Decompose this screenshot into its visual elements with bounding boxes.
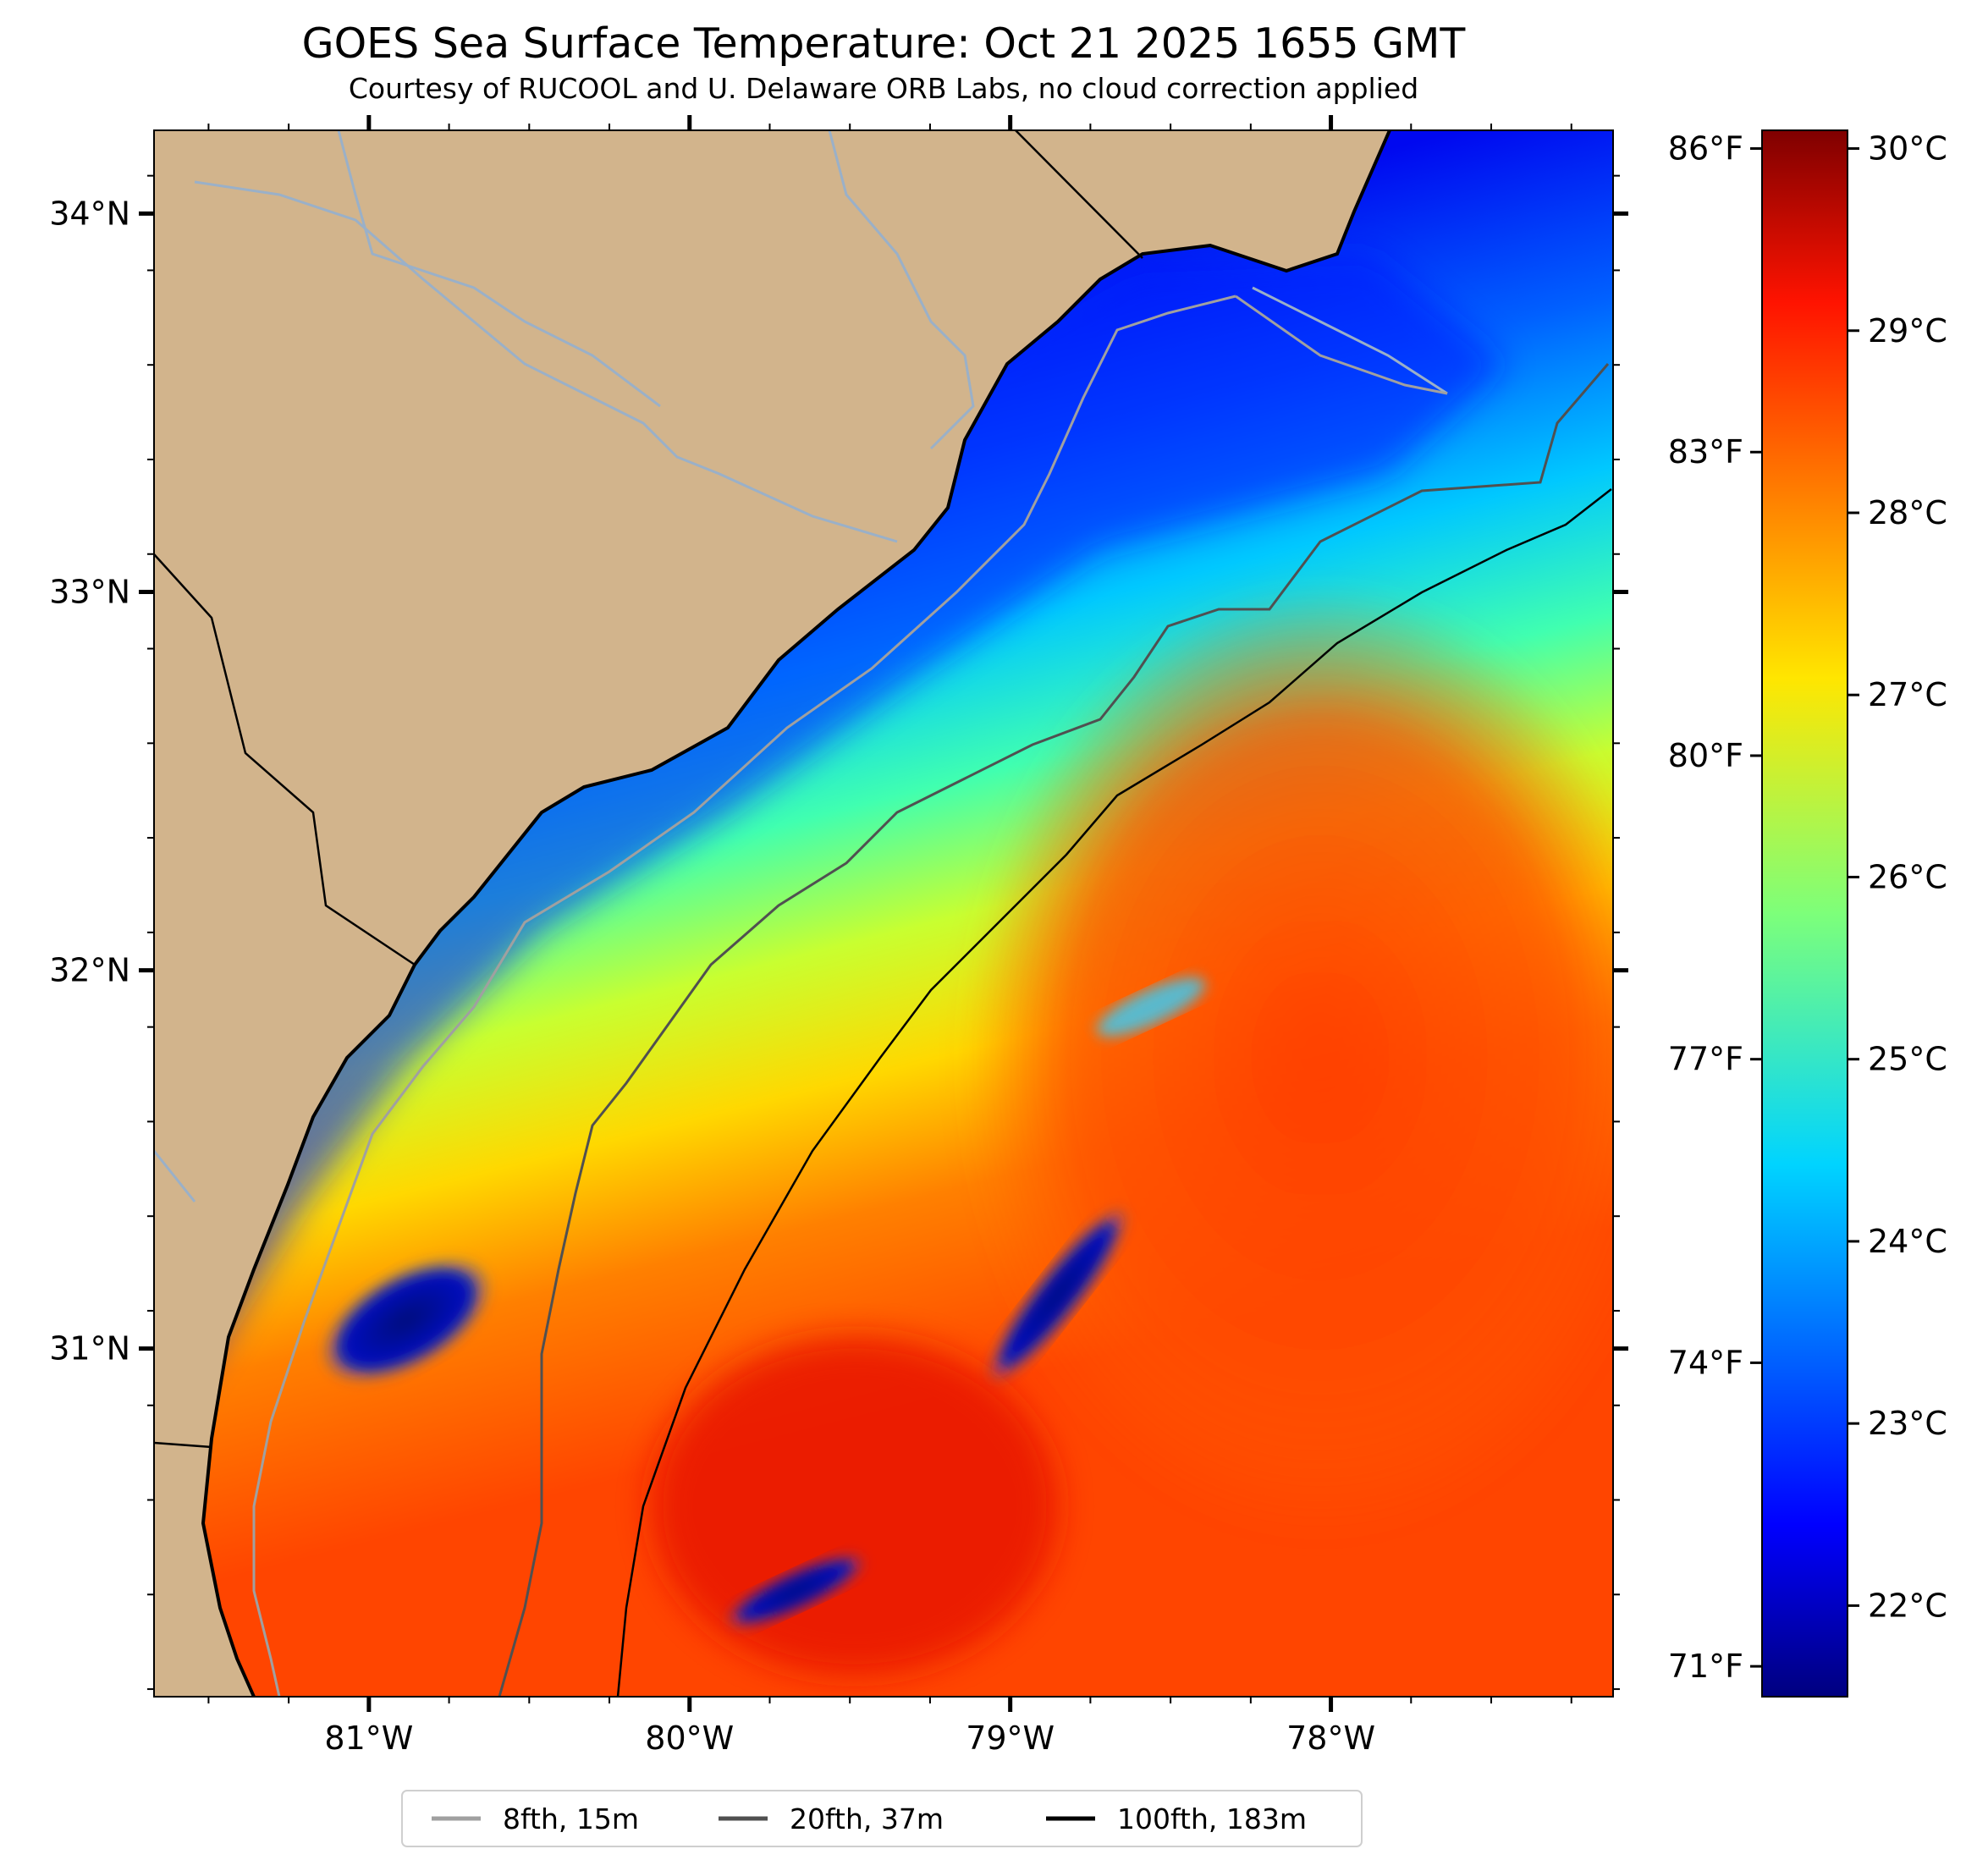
- sst-map: [154, 130, 1613, 1697]
- cold-filament: [988, 1207, 1128, 1383]
- colorbar-fahrenheit-axis: 86°F 83°F 80°F 77°F 74°F 71°F: [1668, 130, 1762, 1685]
- colorbar: 30°C 29°C 28°C 27°C 26°C 25°C 24°C 23°C 22°C 86°…: [1668, 129, 1947, 1698]
- isobath-legend: 8fth, 15m 20fth, 37m 100fth, 183m: [401, 1790, 1363, 1847]
- fahrenheit-tick-label: 77°F: [1668, 1041, 1743, 1078]
- lon-tick-label: 78°W: [1286, 1720, 1375, 1757]
- latitude-axis-right: [1613, 174, 1628, 1691]
- legend-label-8fth: 8fth, 15m: [503, 1802, 639, 1835]
- state-border-sc-ga: [154, 553, 416, 966]
- colorbar-celsius-axis: 30°C 29°C 28°C 27°C 26°C 25°C 24°C 23°C 22°C: [1848, 130, 1947, 1624]
- celsius-tick-label: 26°C: [1868, 858, 1947, 895]
- celsius-tick-label: 27°C: [1868, 676, 1947, 713]
- longitude-axis-bottom: 81°W 80°W 79°W 78°W: [207, 1697, 1572, 1757]
- rivers: [154, 130, 1448, 1202]
- fahrenheit-tick-label: 83°F: [1668, 433, 1743, 471]
- legend-box: [401, 1790, 1363, 1847]
- state-border-ga-fl: [154, 1441, 212, 1449]
- lon-tick-label: 79°W: [966, 1720, 1055, 1757]
- celsius-tick-label: 30°C: [1868, 130, 1947, 168]
- state-border-nc-sc: [1015, 130, 1143, 259]
- fahrenheit-tick-label: 80°F: [1668, 737, 1743, 774]
- lat-tick-label: 34°N: [49, 195, 130, 232]
- figure-title: GOES Sea Surface Temperature: Oct 21 202…: [302, 19, 1467, 68]
- lon-tick-label: 80°W: [645, 1720, 734, 1757]
- lat-tick-label: 33°N: [49, 573, 130, 610]
- map-frame: [153, 129, 1614, 1698]
- lat-tick-label: 31°N: [49, 1330, 130, 1367]
- cool-eddy-north: [1096, 977, 1206, 1037]
- celsius-tick-label: 24°C: [1868, 1223, 1947, 1260]
- coastline: [201, 130, 1391, 1697]
- longitude-axis-top: [207, 115, 1572, 130]
- fahrenheit-tick-label: 71°F: [1668, 1648, 1743, 1685]
- celsius-tick-label: 29°C: [1868, 312, 1947, 349]
- isobath-100fth: [616, 488, 1612, 1697]
- lon-tick-label: 81°W: [324, 1720, 413, 1757]
- isobath-8fth: [252, 294, 1448, 1697]
- celsius-tick-label: 25°C: [1868, 1041, 1947, 1078]
- legend-label-20fth: 20fth, 37m: [790, 1802, 944, 1835]
- lat-tick-label: 32°N: [49, 952, 130, 989]
- land-mass: [154, 130, 1390, 1697]
- legend-label-100fth: 100fth, 183m: [1117, 1802, 1307, 1835]
- fahrenheit-tick-label: 74°F: [1668, 1344, 1743, 1381]
- warm-core-region: [965, 584, 1613, 1532]
- isobath-20fth: [498, 363, 1610, 1697]
- celsius-tick-label: 23°C: [1868, 1405, 1947, 1442]
- cold-patch-south: [725, 1555, 866, 1627]
- figure-subtitle: Courtesy of RUCOOL and U. Delaware ORB L…: [349, 72, 1418, 105]
- latitude-axis-left: 34°N 33°N 32°N 31°N: [49, 174, 154, 1691]
- cold-patch-shelf: [322, 1258, 491, 1382]
- colorbar-gradient: [1761, 129, 1848, 1698]
- fahrenheit-tick-label: 86°F: [1668, 130, 1743, 168]
- celsius-tick-label: 28°C: [1868, 494, 1947, 531]
- warm-eddy-region: [652, 1337, 1058, 1676]
- celsius-tick-label: 22°C: [1868, 1587, 1947, 1624]
